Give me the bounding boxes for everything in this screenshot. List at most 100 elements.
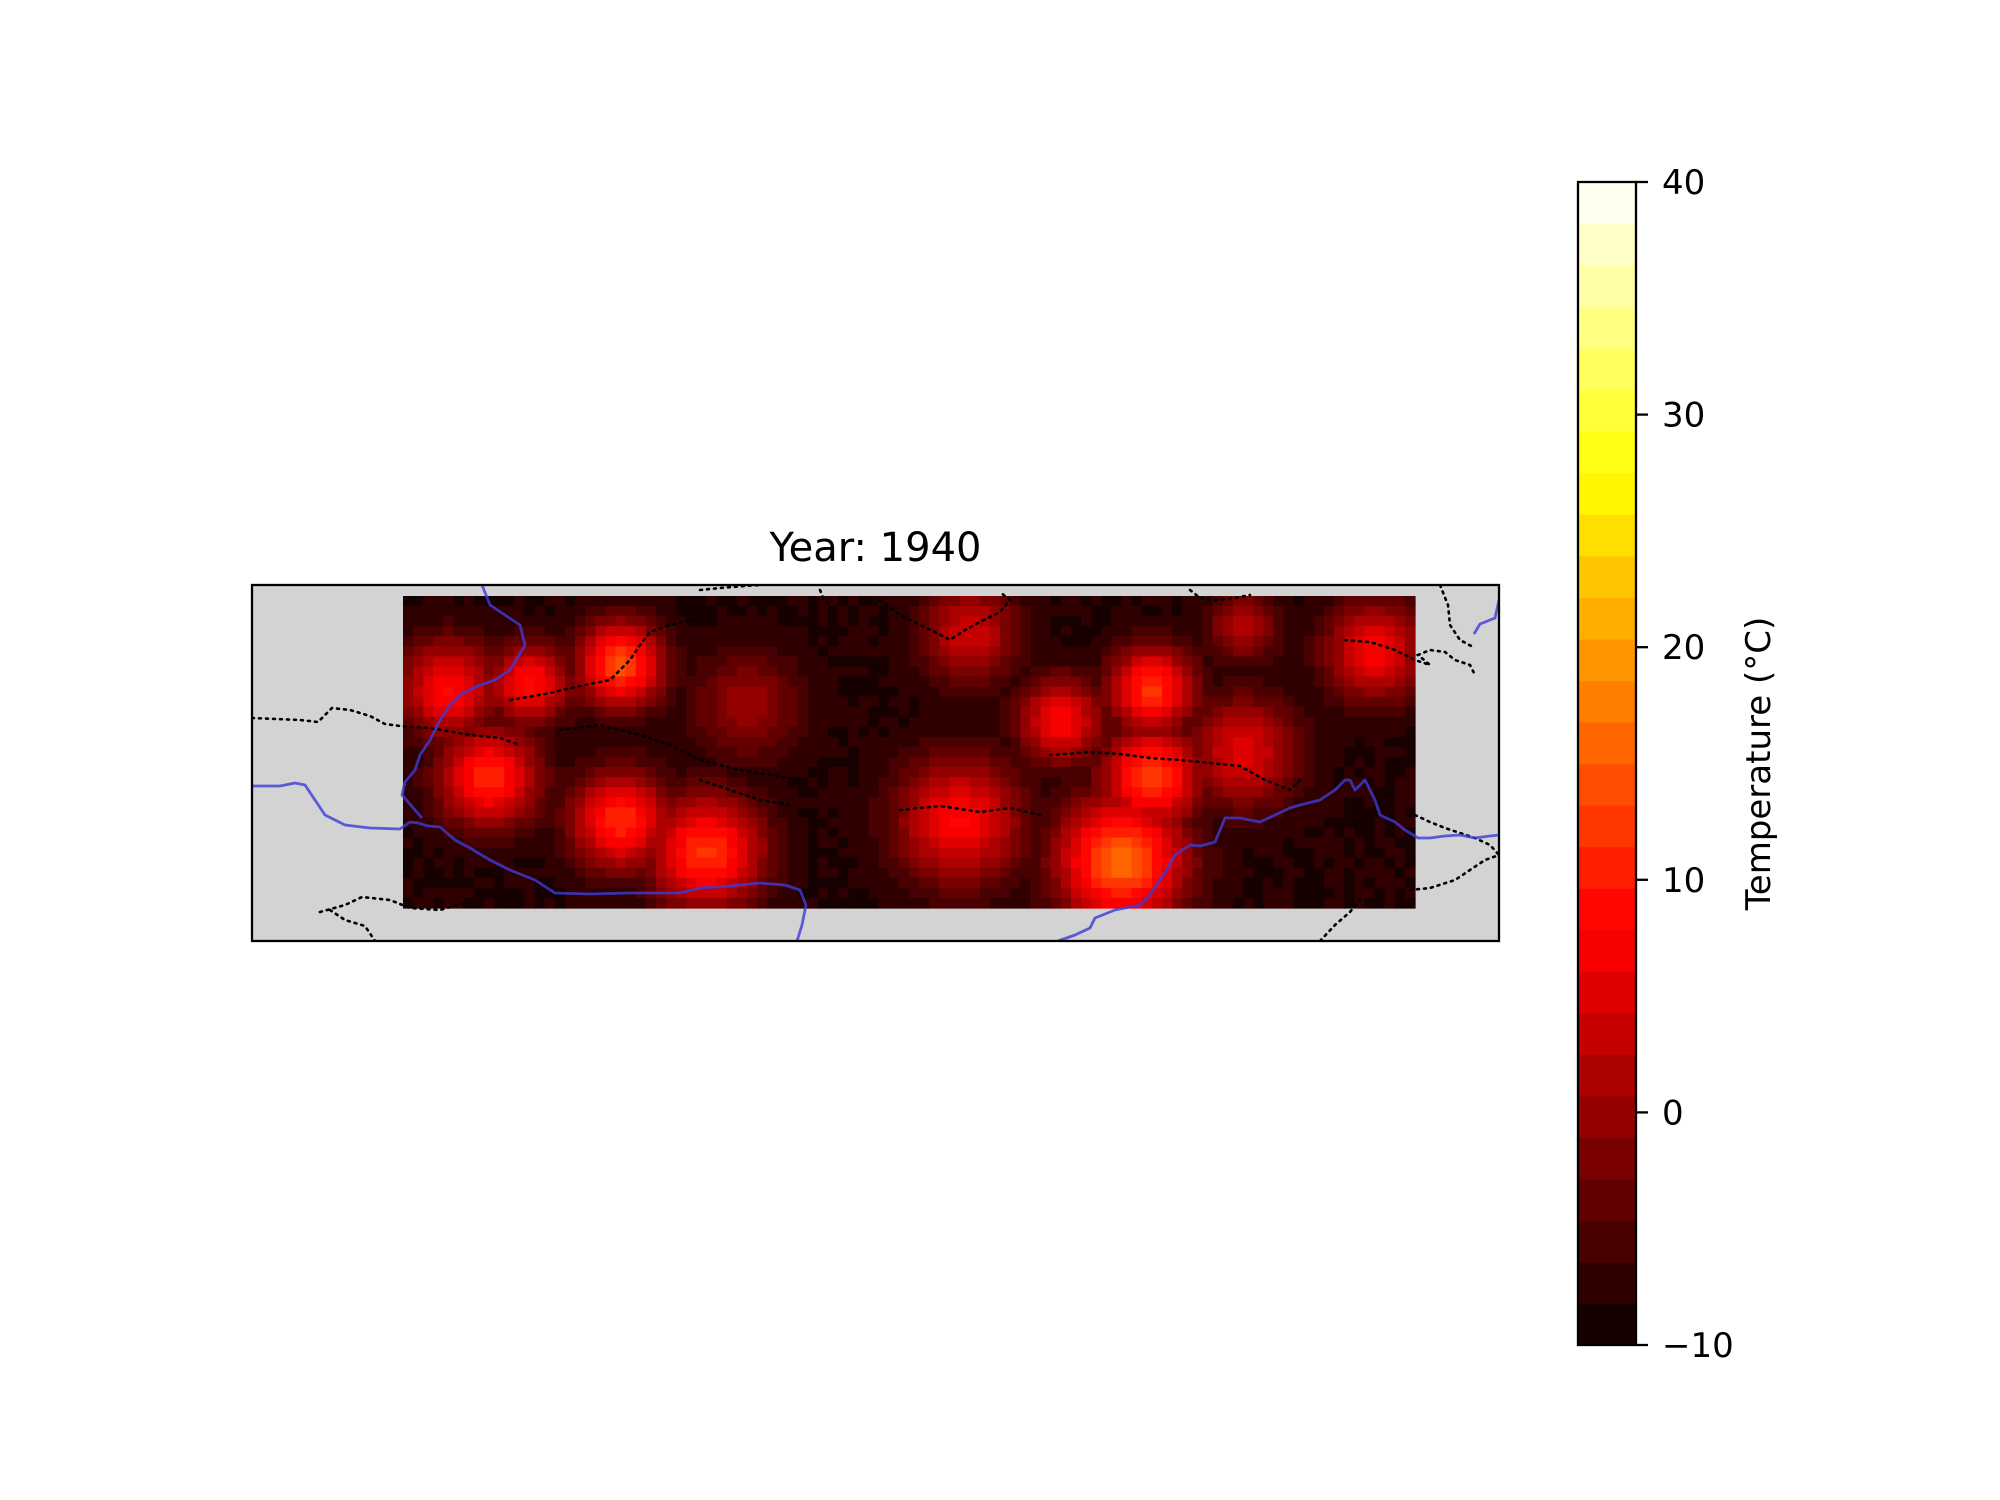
heatmap-cell — [605, 616, 617, 627]
heatmap-cell — [473, 686, 485, 698]
heatmap-cell — [1070, 777, 1082, 788]
heatmap-cell — [564, 817, 576, 829]
heatmap-cell — [787, 736, 799, 748]
heatmap-cell — [585, 877, 596, 889]
heatmap-cell — [1101, 706, 1112, 718]
heatmap-cell — [1202, 616, 1214, 627]
heatmap-cell — [959, 837, 971, 849]
heatmap-cell — [767, 626, 779, 637]
heatmap-cell — [1060, 596, 1072, 607]
heatmap-cell — [666, 857, 677, 869]
heatmap-cell — [868, 596, 880, 607]
heatmap-cell — [615, 897, 627, 909]
heatmap-cell — [656, 757, 667, 768]
heatmap-cell — [656, 837, 667, 849]
heatmap-cell — [1253, 837, 1264, 849]
heatmap-cell — [504, 857, 515, 869]
heatmap-cell — [1081, 686, 1092, 698]
heatmap-cell — [1242, 606, 1254, 617]
heatmap-cell — [534, 746, 546, 758]
heatmap-cell — [909, 847, 920, 859]
heatmap-cell — [868, 777, 880, 788]
heatmap-cell — [969, 626, 981, 637]
heatmap-cell — [645, 857, 657, 869]
heatmap-cell — [736, 696, 748, 708]
heatmap-cell — [959, 596, 971, 607]
heatmap-cell — [817, 636, 829, 647]
heatmap-cell — [1273, 777, 1285, 788]
heatmap-cell — [868, 867, 880, 879]
heatmap-cell — [595, 787, 606, 798]
heatmap-cell — [575, 767, 586, 778]
heatmap-cell — [504, 616, 515, 627]
heatmap-cell — [1081, 887, 1092, 899]
heatmap-cell — [1303, 626, 1315, 637]
heatmap-cell — [777, 867, 789, 879]
heatmap-cell — [736, 666, 748, 678]
heatmap-cell — [787, 787, 799, 798]
heatmap-cell — [1040, 606, 1052, 617]
heatmap-cell — [1050, 777, 1062, 788]
heatmap-cell — [1030, 897, 1042, 909]
heatmap-cell — [1323, 797, 1335, 808]
heatmap-cell — [1000, 746, 1011, 758]
heatmap-cell — [413, 626, 424, 637]
heatmap-cell — [979, 757, 991, 768]
heatmap-cell — [1020, 877, 1032, 889]
heatmap-cell — [554, 817, 566, 829]
heatmap-cell — [1394, 797, 1406, 808]
heatmap-cell — [1091, 767, 1102, 778]
heatmap-cell — [645, 767, 657, 778]
heatmap-cell — [564, 767, 576, 778]
heatmap-cell — [736, 606, 748, 617]
heatmap-cell — [1374, 726, 1386, 738]
heatmap-cell — [625, 656, 637, 668]
heatmap-cell — [828, 827, 839, 839]
heatmap-cell — [686, 726, 698, 738]
heatmap-cell — [828, 616, 839, 627]
heatmap-cell — [403, 757, 414, 768]
heatmap-grid — [403, 596, 1416, 909]
heatmap-cell — [797, 716, 809, 728]
colorbar-frame — [1576, 180, 1638, 1347]
heatmap-cell — [858, 807, 870, 819]
heatmap-cell — [1192, 676, 1204, 688]
heatmap-cell — [483, 867, 495, 879]
heatmap-cell — [1091, 777, 1102, 788]
heatmap-cell — [564, 706, 576, 718]
heatmap-cell — [969, 746, 981, 758]
heatmap-cell — [989, 706, 1001, 718]
heatmap-cell — [1121, 596, 1133, 607]
heatmap-cell — [888, 837, 900, 849]
heatmap-cell — [1141, 596, 1153, 607]
heatmap-cell — [625, 616, 637, 627]
heatmap-cell — [979, 706, 991, 718]
heatmap-cell — [1212, 616, 1224, 627]
heatmap-cell — [1050, 596, 1062, 607]
heatmap-cell — [716, 656, 728, 668]
heatmap-cell — [1293, 596, 1305, 607]
heatmap-cell — [403, 596, 414, 607]
heatmap-cell — [1121, 847, 1133, 859]
heatmap-cell — [1162, 757, 1173, 768]
heatmap-cell — [1344, 777, 1355, 788]
heatmap-cell — [1232, 887, 1244, 899]
heatmap-cell — [969, 706, 981, 718]
heatmap-cell — [1182, 626, 1193, 637]
heatmap-cell — [767, 897, 779, 909]
heatmap-cell — [726, 606, 738, 617]
heatmap-cell — [736, 777, 748, 788]
heatmap-cell — [1354, 606, 1365, 617]
heatmap-cell — [797, 646, 809, 657]
heatmap-cell — [1162, 827, 1173, 839]
heatmap-cell — [564, 847, 576, 859]
border-line — [898, 804, 1042, 817]
heatmap-cell — [787, 706, 799, 718]
heatmap-cell — [777, 696, 789, 708]
heatmap-cell — [1404, 746, 1416, 758]
heatmap-cell — [483, 606, 495, 617]
heatmap-cell — [726, 736, 738, 748]
heatmap-cell — [1060, 716, 1072, 728]
heatmap-cell — [524, 817, 536, 829]
heatmap-cell — [483, 827, 495, 839]
